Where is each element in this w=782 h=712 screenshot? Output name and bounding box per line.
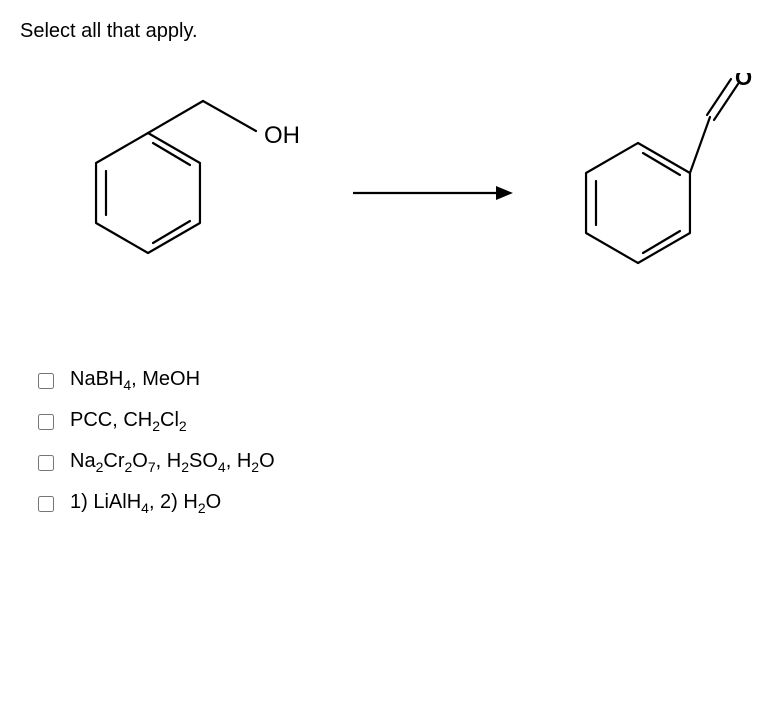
reaction-diagram: OH O bbox=[20, 73, 762, 318]
option-row[interactable]: NaBH4, MeOH bbox=[38, 368, 762, 393]
option-checkbox-2[interactable] bbox=[38, 455, 54, 471]
starting-material: OH bbox=[28, 73, 328, 318]
option-label-2: Na2Cr2O7, H2SO4, H2O bbox=[70, 450, 275, 475]
question-prompt: Select all that apply. bbox=[20, 20, 762, 43]
option-checkbox-1[interactable] bbox=[38, 414, 54, 430]
option-row[interactable]: 1) LiAlH4, 2) H2O bbox=[38, 491, 762, 516]
product: O bbox=[538, 73, 768, 318]
reaction-arrow bbox=[348, 178, 518, 213]
option-row[interactable]: PCC, CH2Cl2 bbox=[38, 409, 762, 434]
option-label-3: 1) LiAlH4, 2) H2O bbox=[70, 491, 221, 516]
o-label: O bbox=[735, 73, 752, 90]
option-label-0: NaBH4, MeOH bbox=[70, 368, 200, 393]
option-label-1: PCC, CH2Cl2 bbox=[70, 409, 187, 434]
option-checkbox-0[interactable] bbox=[38, 373, 54, 389]
answer-options: NaBH4, MeOH PCC, CH2Cl2 Na2Cr2O7, H2SO4,… bbox=[20, 368, 762, 516]
oh-label: OH bbox=[264, 122, 300, 149]
option-checkbox-3[interactable] bbox=[38, 496, 54, 512]
option-row[interactable]: Na2Cr2O7, H2SO4, H2O bbox=[38, 450, 762, 475]
